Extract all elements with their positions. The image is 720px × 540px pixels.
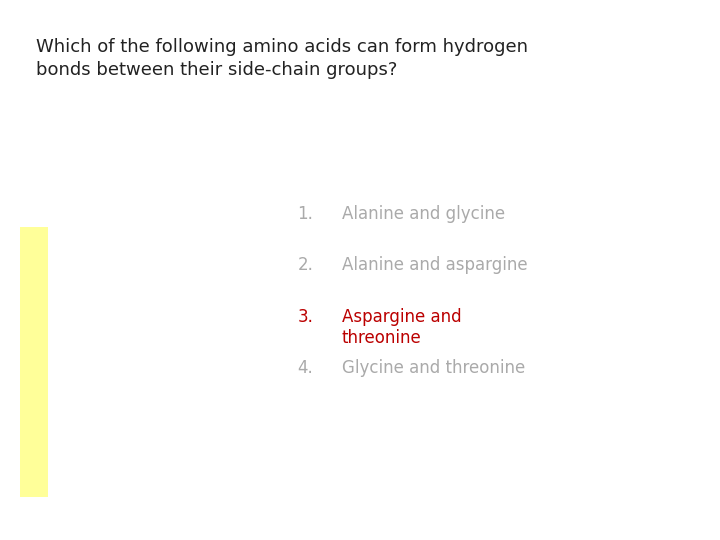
Text: 1.: 1.	[297, 205, 313, 223]
Text: 2.: 2.	[297, 256, 313, 274]
Text: Which of the following amino acids can form hydrogen
bonds between their side-ch: Which of the following amino acids can f…	[36, 38, 528, 79]
Text: Glycine and threonine: Glycine and threonine	[342, 359, 526, 377]
Text: Alanine and aspargine: Alanine and aspargine	[342, 256, 528, 274]
Text: 3.: 3.	[297, 308, 313, 326]
Bar	[20, 227, 48, 497]
Text: 4.: 4.	[297, 359, 313, 377]
Text: Alanine and glycine: Alanine and glycine	[342, 205, 505, 223]
Text: Aspargine and
threonine: Aspargine and threonine	[342, 308, 462, 347]
